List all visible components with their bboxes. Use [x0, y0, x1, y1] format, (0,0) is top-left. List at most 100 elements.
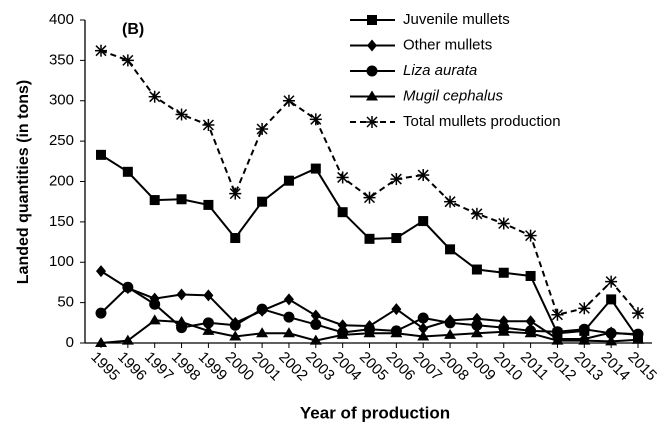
x-tick-label: 2015 [624, 349, 660, 385]
marker [367, 39, 377, 52]
marker [309, 113, 322, 126]
marker [417, 169, 430, 182]
marker [632, 307, 644, 320]
marker [418, 322, 429, 335]
x-tick-label: 2003 [302, 349, 338, 385]
marker [310, 318, 322, 330]
x-tick-label: 2004 [329, 349, 365, 385]
marker [364, 233, 375, 244]
marker [606, 294, 617, 305]
x-tick-label: 1998 [168, 349, 204, 385]
marker [367, 15, 377, 25]
legend-label: Mugil cephalus [403, 87, 504, 104]
y-tick-label: 0 [66, 334, 74, 351]
marker [283, 311, 295, 323]
x-tick-label: 2008 [436, 349, 472, 385]
marker [203, 199, 214, 210]
marker [417, 312, 429, 324]
marker [417, 330, 430, 341]
legend-label: Juvenile mullets [403, 11, 510, 28]
marker [229, 330, 242, 341]
x-tick-label: 2013 [571, 349, 607, 385]
x-axis-title: Year of production [300, 403, 450, 422]
marker [282, 327, 295, 338]
y-axis-title: Landed quantities (in tons) [15, 80, 32, 284]
marker [525, 270, 536, 281]
marker [366, 90, 378, 101]
marker [149, 195, 160, 206]
marker [578, 334, 591, 345]
marker [283, 175, 294, 186]
marker [95, 44, 107, 57]
marker [257, 196, 268, 207]
y-tick-label: 200 [49, 172, 74, 189]
x-tick-label: 2002 [275, 349, 311, 385]
marker [202, 317, 214, 329]
marker [525, 315, 536, 328]
marker [176, 288, 187, 301]
marker [122, 166, 133, 177]
marker [310, 309, 321, 322]
x-tick-label: 2012 [544, 349, 580, 385]
x-tick-label: 2005 [356, 349, 392, 385]
legend-label: Total mullets production [403, 113, 561, 130]
y-tick-label: 100 [49, 253, 74, 270]
marker [95, 337, 107, 347]
marker [444, 195, 457, 208]
marker [149, 298, 161, 310]
marker [578, 302, 591, 315]
marker [551, 326, 563, 338]
marker [444, 317, 456, 329]
marker [632, 333, 644, 344]
marker [366, 65, 378, 77]
y-tick-label: 300 [49, 92, 74, 109]
marker [444, 328, 457, 339]
marker [497, 217, 510, 230]
marker [203, 289, 214, 302]
legend-label: Other mullets [403, 36, 492, 53]
x-tick-label: 1999 [195, 349, 231, 385]
marker [470, 207, 483, 220]
marker [230, 233, 241, 244]
marker [445, 244, 456, 255]
marker [418, 216, 429, 227]
marker [310, 163, 321, 174]
marker [95, 307, 107, 319]
x-tick-label: 2010 [490, 349, 526, 385]
marker [176, 194, 187, 205]
x-tick-label: 2014 [598, 349, 634, 385]
y-tick-label: 400 [49, 11, 74, 28]
y-tick-label: 250 [49, 132, 74, 149]
marker [175, 108, 188, 121]
series-line [100, 49, 639, 316]
legend-label: Liza aurata [403, 62, 477, 79]
marker [471, 264, 482, 275]
marker [497, 325, 510, 336]
y-tick-label: 350 [49, 51, 74, 68]
x-tick-label: 1996 [114, 349, 150, 385]
marker [229, 187, 242, 200]
marker [336, 171, 349, 184]
marker [202, 324, 215, 335]
marker [390, 327, 403, 338]
marker [121, 334, 134, 345]
marker [96, 265, 106, 278]
marker [282, 94, 295, 107]
x-tick-label: 1995 [87, 349, 123, 385]
marker [283, 293, 294, 306]
marker [363, 191, 376, 204]
marker [256, 327, 269, 338]
marker [202, 118, 215, 131]
x-tick-label: 2000 [222, 349, 258, 385]
marker [605, 327, 617, 339]
y-tick-label: 50 [57, 294, 74, 311]
marker [175, 316, 188, 327]
marker [337, 207, 348, 218]
marker [309, 334, 322, 345]
marker [336, 328, 349, 339]
x-tick-label: 1997 [141, 349, 177, 385]
marker [605, 275, 618, 288]
x-tick-label: 2007 [410, 349, 446, 385]
marker [470, 327, 483, 338]
marker [366, 116, 378, 128]
